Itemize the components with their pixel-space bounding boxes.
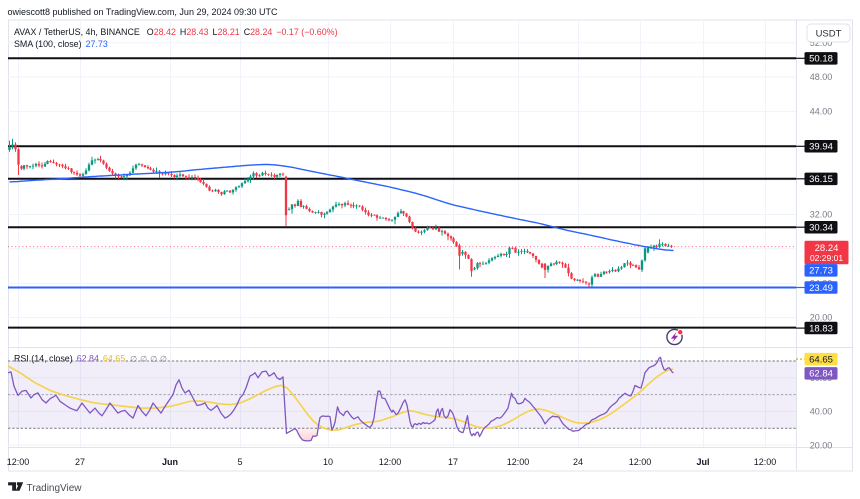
svg-text:40.00: 40.00 (810, 407, 833, 417)
svg-text:SMA (100, close)27.73: SMA (100, close) 27.73 (14, 39, 108, 49)
svg-text:20.00: 20.00 (810, 313, 833, 323)
svg-text:17: 17 (448, 457, 458, 467)
svg-text:20.00: 20.00 (810, 440, 833, 450)
svg-text:48.00: 48.00 (810, 72, 833, 82)
svg-text:TradingView: TradingView (27, 483, 83, 494)
svg-text:52.00: 52.00 (810, 38, 833, 48)
svg-text:Jun: Jun (162, 457, 178, 467)
svg-text:10: 10 (323, 457, 333, 467)
svg-text:12:00: 12:00 (379, 457, 402, 467)
svg-text:27.73: 27.73 (809, 266, 833, 277)
svg-text:64.65: 64.65 (809, 355, 833, 366)
svg-text:18.83: 18.83 (809, 324, 833, 335)
svg-text:12:00: 12:00 (7, 457, 30, 467)
svg-text:39.94: 39.94 (809, 142, 833, 153)
svg-text:02:29:01: 02:29:01 (810, 253, 843, 263)
svg-text:23.49: 23.49 (809, 283, 833, 294)
svg-text:12:00: 12:00 (629, 457, 652, 467)
svg-text:36.15: 36.15 (809, 174, 833, 185)
svg-text:50.18: 50.18 (809, 54, 833, 65)
svg-text:30.34: 30.34 (809, 223, 833, 234)
svg-text:12:00: 12:00 (507, 457, 530, 467)
svg-text:24: 24 (573, 457, 583, 467)
svg-text:32.00: 32.00 (810, 210, 833, 220)
svg-text:12:00: 12:00 (754, 457, 777, 467)
svg-text:5: 5 (237, 457, 242, 467)
svg-text:Jul: Jul (696, 457, 709, 467)
svg-text:owiescott8 published on Tradin: owiescott8 published on TradingView.com,… (8, 7, 279, 17)
svg-text:44.00: 44.00 (810, 107, 833, 117)
svg-text:27: 27 (75, 457, 85, 467)
svg-text:USDT: USDT (816, 28, 842, 39)
svg-text:28.24: 28.24 (815, 243, 839, 254)
svg-text:62.84: 62.84 (809, 369, 833, 380)
